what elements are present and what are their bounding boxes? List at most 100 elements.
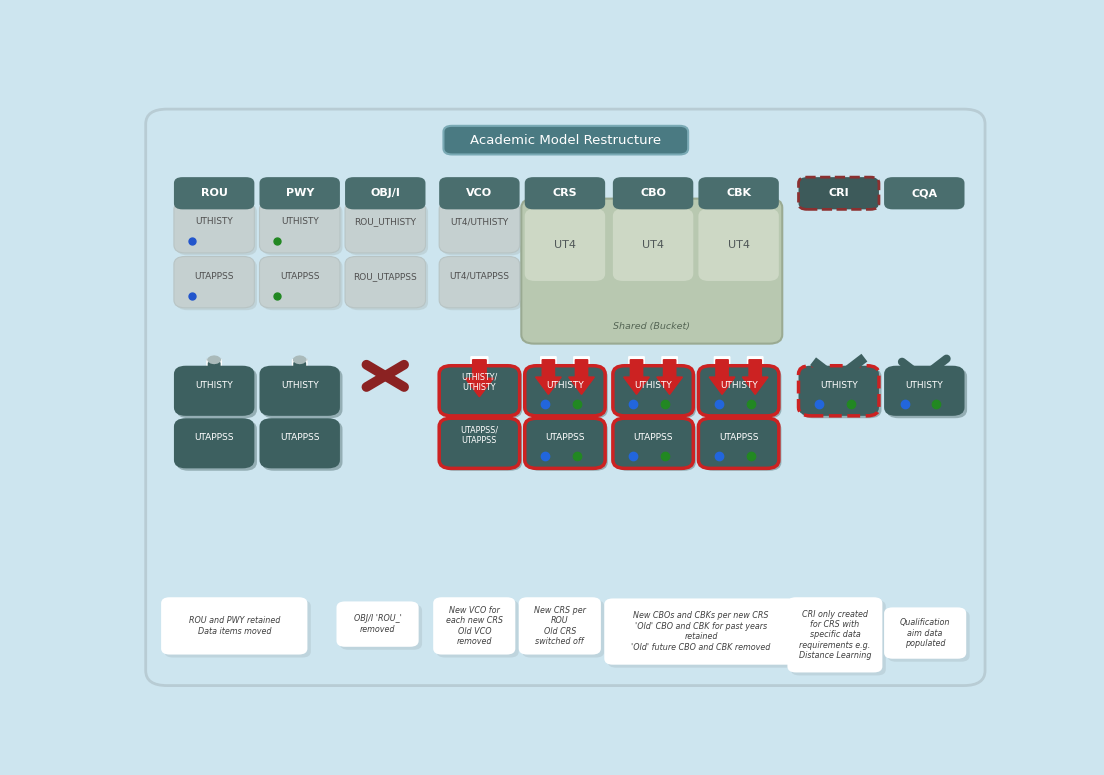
FancyBboxPatch shape — [522, 600, 604, 657]
Polygon shape — [624, 360, 649, 394]
Text: UT4: UT4 — [554, 240, 576, 250]
FancyBboxPatch shape — [613, 208, 693, 281]
Text: New CRS per
ROU
Old CRS
switched off: New CRS per ROU Old CRS switched off — [534, 606, 586, 646]
FancyBboxPatch shape — [439, 202, 520, 253]
Text: UTAPPSS: UTAPPSS — [634, 433, 672, 443]
Text: New VCO for
each new CRS
Old VCO
removed: New VCO for each new CRS Old VCO removed — [446, 606, 502, 646]
FancyBboxPatch shape — [346, 177, 425, 209]
Polygon shape — [657, 360, 682, 394]
FancyBboxPatch shape — [174, 257, 254, 308]
Polygon shape — [654, 356, 686, 403]
FancyBboxPatch shape — [442, 204, 522, 255]
FancyBboxPatch shape — [887, 368, 967, 419]
Text: UTAPPSS: UTAPPSS — [194, 272, 234, 281]
Polygon shape — [285, 360, 315, 404]
Text: Shared (Bucket): Shared (Bucket) — [614, 322, 690, 332]
FancyBboxPatch shape — [348, 259, 428, 310]
Text: CRS: CRS — [553, 188, 577, 198]
FancyBboxPatch shape — [262, 368, 342, 419]
Text: CQA: CQA — [911, 188, 937, 198]
Polygon shape — [620, 356, 652, 403]
FancyBboxPatch shape — [346, 202, 425, 253]
FancyBboxPatch shape — [884, 366, 965, 416]
Polygon shape — [199, 360, 230, 404]
FancyBboxPatch shape — [524, 177, 605, 209]
FancyBboxPatch shape — [604, 598, 798, 665]
Text: CBK: CBK — [726, 188, 751, 198]
Text: UTAPPSS/
UTAPPSS: UTAPPSS/ UTAPPSS — [460, 425, 498, 445]
Polygon shape — [742, 360, 768, 394]
FancyBboxPatch shape — [439, 257, 520, 308]
FancyBboxPatch shape — [701, 421, 782, 470]
Text: CBO: CBO — [640, 188, 666, 198]
FancyBboxPatch shape — [787, 598, 882, 673]
Polygon shape — [288, 363, 311, 395]
Text: PWY: PWY — [286, 188, 314, 198]
FancyBboxPatch shape — [884, 177, 965, 209]
FancyBboxPatch shape — [888, 611, 969, 662]
Polygon shape — [465, 360, 493, 397]
FancyBboxPatch shape — [174, 366, 254, 416]
FancyBboxPatch shape — [521, 198, 783, 343]
FancyBboxPatch shape — [790, 600, 885, 676]
Text: ROU_UTAPPSS: ROU_UTAPPSS — [353, 272, 417, 281]
FancyBboxPatch shape — [174, 418, 254, 468]
FancyBboxPatch shape — [174, 202, 254, 253]
FancyBboxPatch shape — [259, 257, 340, 308]
Text: New CBOs and CBKs per new CRS
'Old' CBO and CBK for past years
retained
'Old' fu: New CBOs and CBKs per new CRS 'Old' CBO … — [631, 611, 771, 652]
FancyBboxPatch shape — [177, 259, 257, 310]
Text: Academic Model Restructure: Academic Model Restructure — [470, 133, 661, 146]
FancyBboxPatch shape — [444, 126, 688, 154]
FancyBboxPatch shape — [442, 368, 522, 419]
Text: UTAPPSS: UTAPPSS — [280, 433, 319, 443]
Text: UTAPPSS: UTAPPSS — [194, 433, 234, 443]
FancyBboxPatch shape — [524, 208, 605, 281]
FancyBboxPatch shape — [699, 366, 778, 416]
FancyBboxPatch shape — [524, 418, 605, 468]
Text: UTAPPSS: UTAPPSS — [280, 272, 319, 281]
Text: UT4/UTHISTY: UT4/UTHISTY — [450, 217, 509, 226]
Polygon shape — [707, 356, 739, 403]
FancyBboxPatch shape — [174, 177, 254, 209]
FancyBboxPatch shape — [607, 601, 802, 668]
FancyBboxPatch shape — [337, 601, 418, 647]
FancyBboxPatch shape — [262, 259, 342, 310]
Polygon shape — [535, 360, 561, 394]
FancyBboxPatch shape — [206, 355, 222, 364]
FancyBboxPatch shape — [524, 366, 605, 416]
Text: UTHISTY: UTHISTY — [195, 381, 233, 390]
Text: OBJ/I 'ROU_'
removed: OBJ/I 'ROU_' removed — [353, 615, 402, 634]
Polygon shape — [461, 356, 497, 406]
FancyBboxPatch shape — [340, 604, 422, 649]
Text: ROU and PWY retained
Data items moved: ROU and PWY retained Data items moved — [189, 616, 280, 635]
FancyBboxPatch shape — [348, 204, 428, 255]
Text: VCO: VCO — [466, 188, 492, 198]
Text: UTAPPSS: UTAPPSS — [719, 433, 758, 443]
FancyBboxPatch shape — [701, 368, 782, 419]
Text: CRI: CRI — [828, 188, 849, 198]
Text: ROU_UTHISTY: ROU_UTHISTY — [354, 217, 416, 226]
Polygon shape — [709, 360, 735, 394]
FancyBboxPatch shape — [161, 598, 307, 655]
FancyBboxPatch shape — [442, 259, 522, 310]
FancyBboxPatch shape — [699, 418, 778, 468]
FancyBboxPatch shape — [293, 355, 307, 364]
Text: UTHISTY: UTHISTY — [195, 217, 233, 226]
FancyBboxPatch shape — [615, 421, 696, 470]
Polygon shape — [202, 363, 226, 395]
FancyBboxPatch shape — [439, 177, 520, 209]
FancyBboxPatch shape — [442, 421, 522, 470]
Text: UTHISTY: UTHISTY — [634, 381, 672, 390]
Polygon shape — [532, 356, 564, 403]
FancyBboxPatch shape — [884, 608, 966, 659]
FancyBboxPatch shape — [699, 177, 778, 209]
Text: UTHISTY: UTHISTY — [280, 217, 319, 226]
FancyBboxPatch shape — [259, 366, 340, 416]
FancyBboxPatch shape — [259, 418, 340, 468]
FancyBboxPatch shape — [528, 368, 607, 419]
FancyBboxPatch shape — [346, 257, 425, 308]
FancyBboxPatch shape — [699, 208, 778, 281]
Polygon shape — [569, 360, 594, 394]
FancyBboxPatch shape — [613, 177, 693, 209]
FancyBboxPatch shape — [802, 368, 881, 419]
